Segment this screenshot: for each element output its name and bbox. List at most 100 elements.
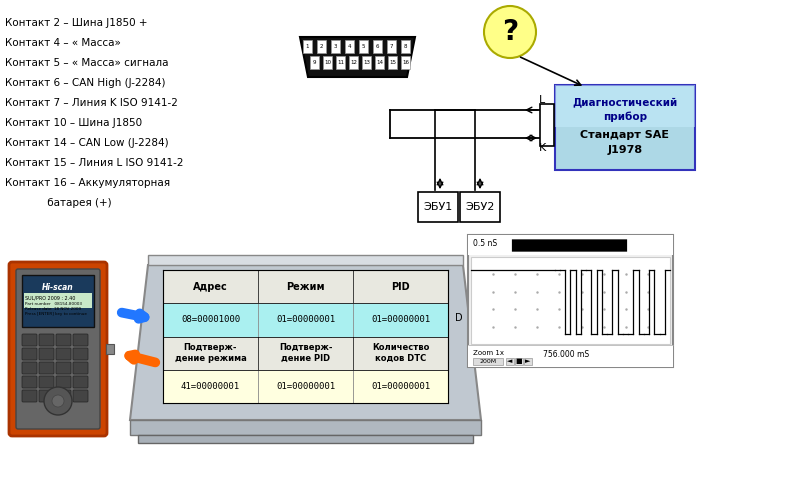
Text: 12: 12 bbox=[350, 60, 357, 65]
Text: 6: 6 bbox=[376, 45, 379, 49]
Bar bbox=[22, 275, 94, 327]
Text: Zoom 1x: Zoom 1x bbox=[473, 350, 504, 356]
Text: 01=00000001: 01=00000001 bbox=[371, 315, 430, 324]
Text: K: K bbox=[538, 143, 546, 153]
FancyBboxPatch shape bbox=[387, 40, 396, 53]
Text: Press [ENTER] key to continue: Press [ENTER] key to continue bbox=[25, 312, 87, 316]
Bar bbox=[515, 358, 523, 365]
Text: Адрес: Адрес bbox=[193, 282, 228, 292]
Bar bbox=[163, 303, 258, 336]
FancyBboxPatch shape bbox=[9, 262, 107, 436]
Text: ■: ■ bbox=[516, 359, 522, 364]
Bar bbox=[106, 344, 114, 354]
FancyBboxPatch shape bbox=[39, 390, 54, 402]
Bar bbox=[468, 235, 673, 255]
Bar bbox=[138, 435, 473, 443]
Polygon shape bbox=[148, 255, 463, 265]
Circle shape bbox=[484, 6, 536, 58]
Text: Контакт 6 – CAN High (J-2284): Контакт 6 – CAN High (J-2284) bbox=[5, 78, 166, 88]
Bar bbox=[524, 358, 532, 365]
Text: 3: 3 bbox=[334, 45, 338, 49]
FancyBboxPatch shape bbox=[555, 85, 695, 170]
Text: ?: ? bbox=[502, 18, 518, 46]
Text: 16: 16 bbox=[402, 60, 409, 65]
Bar bbox=[353, 370, 448, 403]
FancyBboxPatch shape bbox=[39, 362, 54, 374]
Bar bbox=[468, 235, 673, 367]
Bar bbox=[258, 303, 353, 336]
FancyBboxPatch shape bbox=[375, 56, 384, 69]
Polygon shape bbox=[628, 240, 634, 250]
Text: 1: 1 bbox=[306, 45, 310, 49]
Text: L: L bbox=[539, 95, 545, 105]
FancyBboxPatch shape bbox=[73, 390, 88, 402]
Bar bbox=[418, 192, 458, 222]
FancyBboxPatch shape bbox=[56, 348, 71, 360]
Text: Стандарт SAE: Стандарт SAE bbox=[581, 130, 670, 140]
Text: Режим: Режим bbox=[286, 282, 325, 292]
Text: 4: 4 bbox=[348, 45, 351, 49]
Text: ЭБУ1: ЭБУ1 bbox=[423, 202, 453, 212]
Polygon shape bbox=[300, 37, 415, 77]
Text: Release date  18 NOV 2009: Release date 18 NOV 2009 bbox=[25, 307, 81, 311]
Text: 9: 9 bbox=[313, 60, 316, 65]
Bar bbox=[258, 370, 353, 403]
Text: ►: ► bbox=[526, 359, 530, 364]
Text: ЭБУ2: ЭБУ2 bbox=[466, 202, 494, 212]
FancyBboxPatch shape bbox=[73, 348, 88, 360]
Bar bbox=[130, 420, 481, 435]
Text: 01=00000001: 01=00000001 bbox=[371, 382, 430, 391]
FancyBboxPatch shape bbox=[56, 376, 71, 388]
FancyBboxPatch shape bbox=[373, 40, 382, 53]
FancyBboxPatch shape bbox=[345, 40, 354, 53]
Text: 200M: 200M bbox=[479, 359, 497, 364]
Text: 13: 13 bbox=[363, 60, 370, 65]
Bar bbox=[163, 370, 258, 403]
FancyBboxPatch shape bbox=[336, 56, 345, 69]
Text: 11: 11 bbox=[337, 60, 344, 65]
FancyBboxPatch shape bbox=[73, 334, 88, 346]
Text: 01=00000001: 01=00000001 bbox=[276, 382, 335, 391]
Text: PID: PID bbox=[391, 282, 410, 292]
Bar bbox=[163, 270, 448, 403]
FancyBboxPatch shape bbox=[73, 362, 88, 374]
Text: SUL/PRO 2009 : 2.40: SUL/PRO 2009 : 2.40 bbox=[25, 295, 75, 300]
FancyBboxPatch shape bbox=[401, 40, 410, 53]
FancyBboxPatch shape bbox=[73, 376, 88, 388]
Bar bbox=[353, 303, 448, 336]
Text: 08=00001000: 08=00001000 bbox=[181, 315, 240, 324]
Text: Контакт 2 – Шина J1850 +: Контакт 2 – Шина J1850 + bbox=[5, 18, 147, 28]
FancyBboxPatch shape bbox=[39, 376, 54, 388]
FancyBboxPatch shape bbox=[39, 348, 54, 360]
Text: 10: 10 bbox=[324, 60, 331, 65]
Text: J1978: J1978 bbox=[607, 145, 642, 155]
Text: Контакт 5 – « Масса» сигнала: Контакт 5 – « Масса» сигнала bbox=[5, 58, 169, 68]
FancyBboxPatch shape bbox=[310, 56, 319, 69]
FancyBboxPatch shape bbox=[323, 56, 332, 69]
Text: 8: 8 bbox=[404, 45, 407, 49]
FancyBboxPatch shape bbox=[22, 362, 37, 374]
Text: 756.000 mS: 756.000 mS bbox=[543, 350, 589, 359]
FancyBboxPatch shape bbox=[555, 85, 695, 127]
FancyBboxPatch shape bbox=[22, 390, 37, 402]
FancyBboxPatch shape bbox=[303, 40, 312, 53]
Text: прибор: прибор bbox=[603, 111, 647, 121]
FancyBboxPatch shape bbox=[39, 334, 54, 346]
FancyBboxPatch shape bbox=[349, 56, 358, 69]
FancyBboxPatch shape bbox=[56, 334, 71, 346]
FancyBboxPatch shape bbox=[16, 269, 100, 429]
FancyBboxPatch shape bbox=[359, 40, 368, 53]
Bar bbox=[24, 293, 92, 308]
FancyBboxPatch shape bbox=[56, 362, 71, 374]
Text: 15: 15 bbox=[389, 60, 396, 65]
Text: Контакт 15 – Линия L ISO 9141-2: Контакт 15 – Линия L ISO 9141-2 bbox=[5, 158, 183, 168]
Text: 7: 7 bbox=[390, 45, 394, 49]
FancyBboxPatch shape bbox=[22, 348, 37, 360]
Bar bbox=[506, 358, 514, 365]
Bar bbox=[473, 358, 503, 365]
Text: ◄: ◄ bbox=[507, 359, 513, 364]
Text: Диагностический: Диагностический bbox=[572, 97, 678, 107]
Text: 01=00000001: 01=00000001 bbox=[276, 315, 335, 324]
FancyBboxPatch shape bbox=[331, 40, 340, 53]
Text: Part number   08154-80003: Part number 08154-80003 bbox=[25, 302, 82, 306]
